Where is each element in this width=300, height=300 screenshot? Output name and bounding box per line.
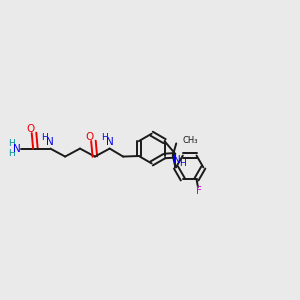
Text: N: N — [106, 137, 113, 147]
Text: N: N — [13, 144, 21, 154]
Text: H: H — [41, 133, 48, 142]
Text: CH₃: CH₃ — [182, 136, 198, 145]
Text: N: N — [46, 137, 54, 147]
Text: O: O — [26, 124, 34, 134]
Text: F: F — [196, 186, 202, 196]
Text: H: H — [8, 149, 15, 158]
Text: N: N — [173, 155, 181, 165]
Text: H: H — [100, 133, 107, 142]
Text: H: H — [8, 139, 15, 148]
Text: O: O — [85, 132, 94, 142]
Text: H: H — [179, 160, 186, 169]
